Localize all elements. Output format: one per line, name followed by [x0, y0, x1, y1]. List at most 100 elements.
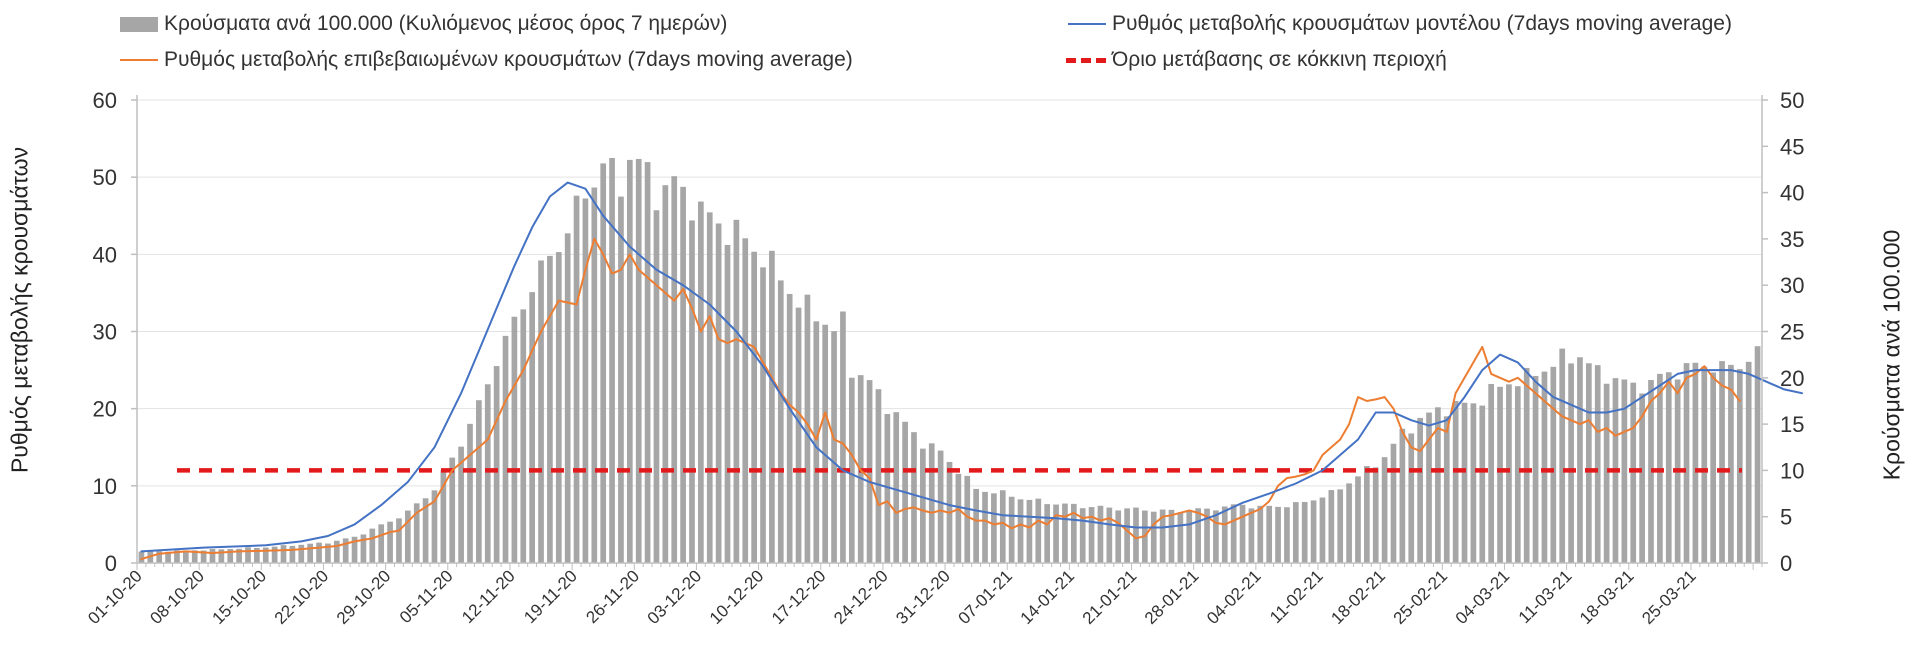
bar [999, 490, 1006, 563]
bar [1266, 505, 1273, 563]
bar [1426, 412, 1432, 563]
bar [609, 157, 615, 563]
x-tick-label: 18-02-21 [1327, 566, 1389, 628]
y-axis-left-title: Ρυθμός μεταβολής κρουσμάτων [6, 146, 33, 474]
x-tick-label: 21-01-21 [1079, 566, 1141, 628]
x-tick-label: 19-11-20 [520, 566, 581, 627]
y-left-tick-label: 10 [93, 474, 117, 499]
bar [467, 423, 473, 563]
y-right-tick-label: 25 [1780, 320, 1804, 345]
bar [1683, 363, 1690, 563]
y-left-tick-label: 20 [93, 397, 117, 422]
bar [1355, 476, 1361, 563]
bar [1523, 367, 1530, 563]
bar [769, 250, 775, 563]
bar [1488, 384, 1495, 563]
legend-swatch-threshold [1066, 57, 1106, 63]
y-right-tick-label: 35 [1780, 227, 1804, 252]
bar [635, 158, 642, 563]
bar [227, 549, 234, 563]
bar [182, 550, 189, 563]
bar [307, 543, 313, 563]
bar [1532, 375, 1539, 563]
bar [689, 220, 695, 563]
bar [325, 543, 331, 563]
bar [706, 212, 713, 564]
bar [262, 547, 269, 563]
legend-swatch-confirmed [120, 59, 158, 61]
bar [751, 251, 757, 563]
bar [1568, 363, 1574, 563]
bar [174, 550, 180, 563]
bar [1470, 403, 1477, 563]
x-tick-label: 26-11-20 [582, 566, 643, 627]
bar [1506, 384, 1512, 563]
bar [1754, 346, 1761, 563]
bar [1594, 365, 1601, 563]
bar [1710, 372, 1717, 563]
bar [1284, 507, 1290, 563]
legend-item-threshold: Όριο μετάβασης σε κόκκινη περιοχή [1066, 48, 1447, 72]
x-tick-label: 17-12-20 [768, 566, 830, 628]
bar [1692, 362, 1699, 563]
bar [1213, 510, 1219, 563]
legend-item-model: Ρυθμός μεταβολής κρουσμάτων μοντέλου (7d… [1068, 12, 1732, 36]
bar [831, 331, 837, 563]
bar [1221, 506, 1228, 563]
x-tick-label: 12-11-20 [458, 566, 519, 627]
bar [342, 538, 349, 563]
bar [564, 233, 571, 563]
bar [1408, 433, 1415, 563]
bar [1719, 361, 1725, 563]
bar [1133, 507, 1139, 563]
bar [502, 335, 509, 563]
y-right-tick-label: 15 [1780, 412, 1804, 437]
bar [156, 551, 163, 563]
bar [1399, 428, 1406, 563]
bar [236, 548, 242, 563]
bar [1150, 511, 1157, 563]
bar [191, 550, 198, 563]
y-right-tick-label: 10 [1780, 458, 1804, 483]
bar [680, 186, 686, 563]
bar [973, 488, 979, 563]
bar [1239, 504, 1246, 563]
bar [1665, 372, 1672, 563]
bar [777, 280, 784, 563]
bar [271, 546, 278, 563]
bar [804, 294, 811, 563]
bar [1168, 509, 1175, 563]
bar [298, 544, 305, 563]
bar-series-cases-per-100k [138, 157, 1761, 564]
bar [1550, 366, 1557, 563]
y-right-tick-label: 20 [1780, 366, 1804, 391]
bar [218, 549, 225, 563]
bar [1728, 364, 1734, 563]
bar [547, 255, 553, 563]
bar [1497, 386, 1503, 563]
bar [698, 201, 704, 563]
bar [618, 196, 624, 563]
bar [245, 547, 251, 563]
bar [511, 316, 518, 563]
legend-item-bars: Κρούσματα ανά 100.000 (Κυλιόμενος μέσος … [120, 12, 727, 36]
bar [1630, 382, 1637, 563]
bar [822, 324, 829, 563]
bar [1452, 400, 1459, 563]
x-tick-label: 14-01-21 [1017, 566, 1079, 628]
bar [1319, 497, 1326, 563]
bar [1603, 383, 1610, 563]
bar [396, 518, 402, 563]
bar [928, 443, 935, 563]
bar [1044, 504, 1051, 563]
bar [582, 198, 589, 564]
x-tick-label: 29-10-20 [333, 566, 395, 628]
y-left-tick-label: 40 [93, 242, 117, 267]
bar [671, 176, 678, 563]
bar [1017, 499, 1024, 563]
x-tick-label: 25-03-21 [1638, 566, 1700, 628]
bar [644, 162, 651, 563]
line-series-group [140, 181, 1803, 561]
bar [316, 542, 322, 563]
bar [653, 210, 660, 564]
